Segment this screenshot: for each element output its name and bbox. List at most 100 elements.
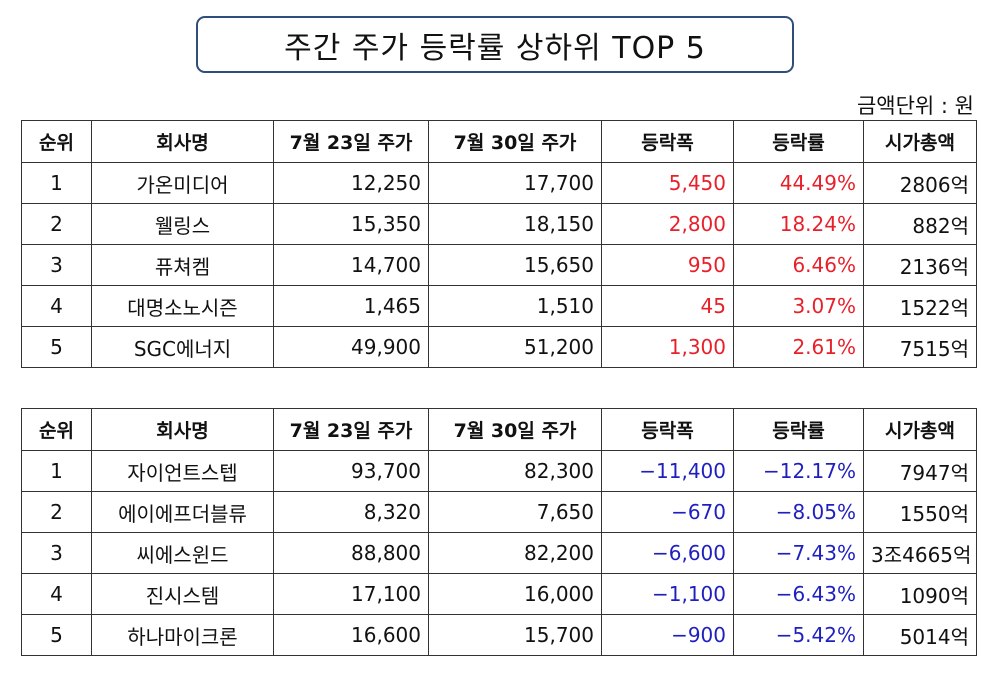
change-cell: 1,300 [601, 326, 734, 368]
table-row: 5 SGC에너지 49,900 51,200 1,300 2.61% 7515억 [21, 326, 977, 368]
header-price-0723: 7월 23일 주가 [273, 120, 429, 163]
rate-cell: −6.43% [733, 573, 864, 615]
header-row: 순위 회사명 7월 23일 주가 7월 30일 주가 등락폭 등락률 시가총액 [21, 408, 977, 451]
rate-cell: −12.17% [733, 450, 864, 492]
company-cell: 진시스템 [91, 573, 274, 615]
rate-cell: −5.42% [733, 614, 864, 656]
header-market-cap: 시가총액 [863, 120, 977, 163]
market-cap-cell: 1550억 [863, 491, 977, 533]
company-cell: 웰링스 [91, 203, 274, 245]
price-0723-cell: 93,700 [273, 450, 429, 492]
market-cap-cell: 1090억 [863, 573, 977, 615]
header-change: 등락폭 [601, 120, 734, 163]
rank-cell: 3 [21, 532, 92, 574]
header-rate: 등락률 [733, 408, 864, 451]
rank-cell: 3 [21, 244, 92, 286]
header-company: 회사명 [91, 120, 274, 163]
change-cell: −1,100 [601, 573, 734, 615]
price-0730-cell: 1,510 [428, 285, 602, 327]
company-cell: 대명소노시즌 [91, 285, 274, 327]
header-row: 순위 회사명 7월 23일 주가 7월 30일 주가 등락폭 등락률 시가총액 [21, 120, 977, 163]
company-cell: 가온미디어 [91, 162, 274, 204]
change-cell: 950 [601, 244, 734, 286]
rate-cell: 44.49% [733, 162, 864, 204]
company-cell: 퓨쳐켐 [91, 244, 274, 286]
company-cell: 씨에스윈드 [91, 532, 274, 574]
change-cell: 5,450 [601, 162, 734, 204]
rate-cell: 3.07% [733, 285, 864, 327]
header-rank: 순위 [21, 408, 92, 451]
market-cap-cell: 5014억 [863, 614, 977, 656]
change-cell: −6,600 [601, 532, 734, 574]
header-company: 회사명 [91, 408, 274, 451]
price-0730-cell: 51,200 [428, 326, 602, 368]
price-0723-cell: 17,100 [273, 573, 429, 615]
price-0723-cell: 1,465 [273, 285, 429, 327]
market-cap-cell: 2136억 [863, 244, 977, 286]
table-row: 2 웰링스 15,350 18,150 2,800 18.24% 882억 [21, 203, 977, 245]
price-0730-cell: 7,650 [428, 491, 602, 533]
rate-cell: 18.24% [733, 203, 864, 245]
table-row: 2 에이에프더블류 8,320 7,650 −670 −8.05% 1550억 [21, 491, 977, 533]
price-0730-cell: 18,150 [428, 203, 602, 245]
rate-cell: −7.43% [733, 532, 864, 574]
price-0723-cell: 14,700 [273, 244, 429, 286]
market-cap-cell: 882억 [863, 203, 977, 245]
price-0723-cell: 88,800 [273, 532, 429, 574]
table-row: 5 하나마이크론 16,600 15,700 −900 −5.42% 5014억 [21, 614, 977, 656]
rank-cell: 2 [21, 491, 92, 533]
rank-cell: 1 [21, 450, 92, 492]
market-cap-cell: 1522억 [863, 285, 977, 327]
change-cell: −900 [601, 614, 734, 656]
unit-note: 금액단위 : 원 [856, 94, 974, 118]
price-0723-cell: 16,600 [273, 614, 429, 656]
market-cap-cell: 3조4665억 [863, 532, 977, 574]
header-price-0730: 7월 30일 주가 [428, 408, 602, 451]
company-cell: 에이에프더블류 [91, 491, 274, 533]
rank-cell: 1 [21, 162, 92, 204]
header-price-0730: 7월 30일 주가 [428, 120, 602, 163]
table-row: 1 가온미디어 12,250 17,700 5,450 44.49% 2806억 [21, 162, 977, 204]
top-gainers-table: 순위 회사명 7월 23일 주가 7월 30일 주가 등락폭 등락률 시가총액 … [21, 120, 977, 368]
price-0730-cell: 82,300 [428, 450, 602, 492]
rank-cell: 2 [21, 203, 92, 245]
company-cell: 하나마이크론 [91, 614, 274, 656]
price-0730-cell: 17,700 [428, 162, 602, 204]
price-0730-cell: 16,000 [428, 573, 602, 615]
price-0723-cell: 8,320 [273, 491, 429, 533]
rate-cell: 2.61% [733, 326, 864, 368]
market-cap-cell: 7947억 [863, 450, 977, 492]
price-0723-cell: 49,900 [273, 326, 429, 368]
rank-cell: 4 [21, 285, 92, 327]
change-cell: −11,400 [601, 450, 734, 492]
header-rate: 등락률 [733, 120, 864, 163]
rank-cell: 5 [21, 614, 92, 656]
header-rank: 순위 [21, 120, 92, 163]
price-0730-cell: 15,650 [428, 244, 602, 286]
table-row: 4 진시스템 17,100 16,000 −1,100 −6.43% 1090억 [21, 573, 977, 615]
table-row: 3 씨에스윈드 88,800 82,200 −6,600 −7.43% 3조46… [21, 532, 977, 574]
price-0730-cell: 15,700 [428, 614, 602, 656]
header-price-0723: 7월 23일 주가 [273, 408, 429, 451]
header-change: 등락폭 [601, 408, 734, 451]
change-cell: −670 [601, 491, 734, 533]
market-cap-cell: 2806억 [863, 162, 977, 204]
company-cell: 자이언트스텝 [91, 450, 274, 492]
rate-cell: −8.05% [733, 491, 864, 533]
change-cell: 45 [601, 285, 734, 327]
page-title: 주간 주가 등락률 상하위 TOP 5 [284, 30, 706, 66]
change-cell: 2,800 [601, 203, 734, 245]
price-0723-cell: 15,350 [273, 203, 429, 245]
price-0730-cell: 82,200 [428, 532, 602, 574]
rank-cell: 5 [21, 326, 92, 368]
table-row: 1 자이언트스텝 93,700 82,300 −11,400 −12.17% 7… [21, 450, 977, 492]
header-market-cap: 시가총액 [863, 408, 977, 451]
market-cap-cell: 7515억 [863, 326, 977, 368]
top-losers-table: 순위 회사명 7월 23일 주가 7월 30일 주가 등락폭 등락률 시가총액 … [21, 408, 977, 656]
company-cell: SGC에너지 [91, 326, 274, 368]
title-box: 주간 주가 등락률 상하위 TOP 5 [196, 16, 794, 73]
table-row: 3 퓨쳐켐 14,700 15,650 950 6.46% 2136억 [21, 244, 977, 286]
rank-cell: 4 [21, 573, 92, 615]
rate-cell: 6.46% [733, 244, 864, 286]
table-row: 4 대명소노시즌 1,465 1,510 45 3.07% 1522억 [21, 285, 977, 327]
